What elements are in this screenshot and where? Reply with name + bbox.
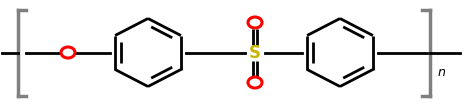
Ellipse shape [248, 17, 262, 28]
Ellipse shape [61, 47, 75, 58]
Ellipse shape [248, 77, 262, 88]
Text: n: n [438, 66, 446, 79]
Text: S: S [249, 43, 261, 62]
